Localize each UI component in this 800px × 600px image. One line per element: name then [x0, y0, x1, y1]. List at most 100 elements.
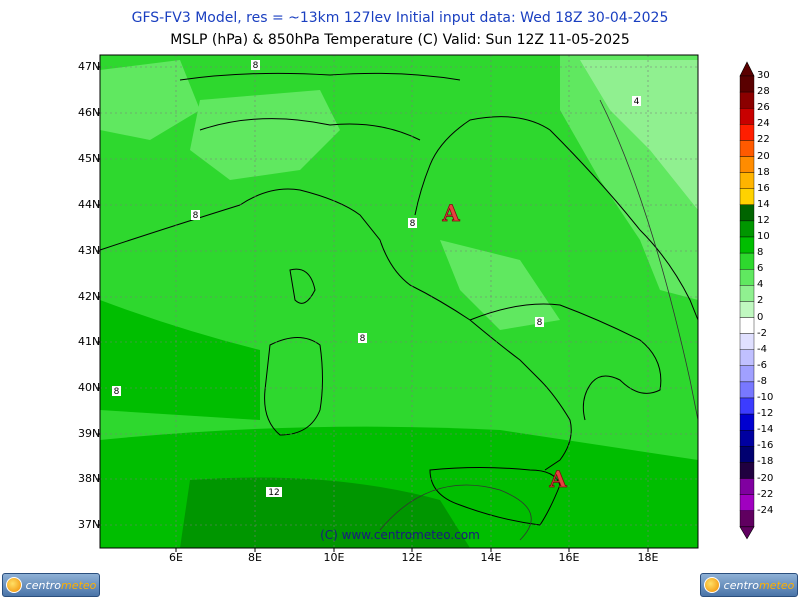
- temperature-field: [100, 55, 698, 548]
- scale-label: -20: [757, 472, 774, 484]
- scale-label: -14: [757, 424, 774, 436]
- lon-label: 10E: [323, 551, 345, 564]
- scale-swatch: [739, 349, 755, 367]
- scale-swatch: [739, 188, 755, 205]
- scale-label: 26: [757, 102, 770, 114]
- scale-arrow-top: [739, 61, 755, 77]
- sardinia-coast: [264, 337, 323, 436]
- lat-label: 45N: [78, 152, 101, 165]
- scale-label: 2: [757, 295, 764, 307]
- scale-label: -16: [757, 440, 774, 452]
- lon-label: 16E: [558, 551, 580, 564]
- scale-swatch: [739, 285, 755, 302]
- scale-swatch: [739, 462, 755, 479]
- scale-swatch: [739, 75, 755, 93]
- contour-label: 4: [634, 97, 640, 107]
- scale-label: 24: [757, 118, 770, 130]
- scale-label: -24: [757, 504, 774, 516]
- scale-label: 12: [757, 214, 770, 226]
- lat-label: 38N: [78, 472, 101, 485]
- scale-swatch: [739, 236, 755, 254]
- lat-label: 47N: [78, 60, 101, 73]
- scale-label: -10: [757, 392, 774, 403]
- scale-swatch: [739, 333, 755, 350]
- scale-label: 14: [757, 198, 770, 210]
- scale-label: -8: [757, 375, 767, 387]
- centrometeo-logo-left[interactable]: centrometeo: [2, 573, 100, 597]
- lat-label: 41N: [78, 335, 101, 348]
- scale-arrow-bottom: [739, 526, 755, 540]
- scale-label: 20: [757, 150, 770, 162]
- scale-swatch: [739, 269, 755, 286]
- map-subtitle: MSLP (hPa) & 850hPa Temperature (C) Vali…: [170, 32, 630, 48]
- contour-label: 12: [268, 488, 279, 498]
- scale-swatch: [739, 430, 755, 447]
- scale-label: -18: [757, 456, 774, 468]
- scale-label: 6: [757, 263, 764, 275]
- axis-ticks: [96, 66, 649, 552]
- scale-swatch: [739, 91, 755, 109]
- lat-label: 39N: [78, 427, 101, 440]
- lon-label: 8E: [248, 551, 262, 564]
- high-pressure-marker: A: [548, 467, 567, 493]
- model-title: GFS-FV3 Model, res = ~13km 127lev Initia…: [131, 10, 669, 26]
- contour-label: 8: [253, 61, 259, 71]
- scale-label: -12: [757, 408, 774, 420]
- lon-label: 14E: [480, 551, 502, 564]
- globe-icon: [703, 577, 720, 593]
- map-frame: [99, 54, 699, 549]
- scale-swatch: [739, 413, 755, 431]
- scale-label: 4: [757, 279, 764, 291]
- corsica-coast: [289, 268, 316, 304]
- lon-label: 12E: [401, 551, 423, 564]
- scale-swatch: [739, 510, 755, 528]
- scale-swatch: [739, 220, 755, 238]
- color-scale-bar: [739, 61, 755, 540]
- contour-label: 8: [537, 318, 543, 328]
- high-pressure-marker: A: [441, 201, 460, 227]
- scale-label: 0: [757, 311, 764, 323]
- scale-swatch: [739, 140, 755, 157]
- scale-label: 8: [757, 247, 764, 259]
- contour-label: 8: [114, 387, 120, 397]
- scale-label: -6: [757, 359, 767, 371]
- scale-swatch: [739, 301, 755, 318]
- scale-swatch: [739, 494, 755, 511]
- scale-swatch: [739, 107, 755, 125]
- contour-label: 8: [193, 211, 199, 221]
- isobars: [379, 99, 699, 541]
- scale-swatch: [739, 204, 755, 222]
- centrometeo-logo-right[interactable]: centrometeo: [700, 573, 798, 597]
- scale-label: 30: [757, 70, 770, 81]
- scale-swatch: [739, 381, 755, 399]
- scale-swatch: [739, 397, 755, 415]
- contour-label: 8: [410, 219, 416, 229]
- sicily-coast: [429, 467, 561, 526]
- scale-swatch: [739, 446, 755, 463]
- copyright-text: (C) www.centrometeo.com: [320, 528, 480, 542]
- scale-swatch: [739, 365, 755, 383]
- lon-label: 6E: [169, 551, 183, 564]
- scale-swatch: [739, 317, 755, 334]
- scale-label: -22: [757, 488, 774, 500]
- lon-label: 18E: [637, 551, 659, 564]
- scale-swatch: [739, 156, 755, 173]
- logo-text: centro: [723, 578, 760, 592]
- scale-label: -2: [757, 327, 767, 339]
- logo-text-accent: meteo: [759, 578, 795, 592]
- logo-text: centro: [25, 578, 62, 592]
- lat-label: 42N: [78, 290, 101, 303]
- scale-swatch: [739, 124, 755, 141]
- lat-label: 37N: [78, 518, 101, 531]
- lat-lon-grid: [100, 55, 698, 548]
- scale-label: -4: [757, 343, 767, 355]
- scale-label: 28: [757, 86, 770, 98]
- scale-swatch: [739, 172, 755, 189]
- scale-label: 22: [757, 134, 770, 146]
- logo-text-accent: meteo: [61, 578, 97, 592]
- scale-swatch: [739, 478, 755, 495]
- scale-label: 18: [757, 166, 770, 178]
- scale-label: 10: [757, 231, 770, 242]
- contour-label: 8: [360, 334, 366, 344]
